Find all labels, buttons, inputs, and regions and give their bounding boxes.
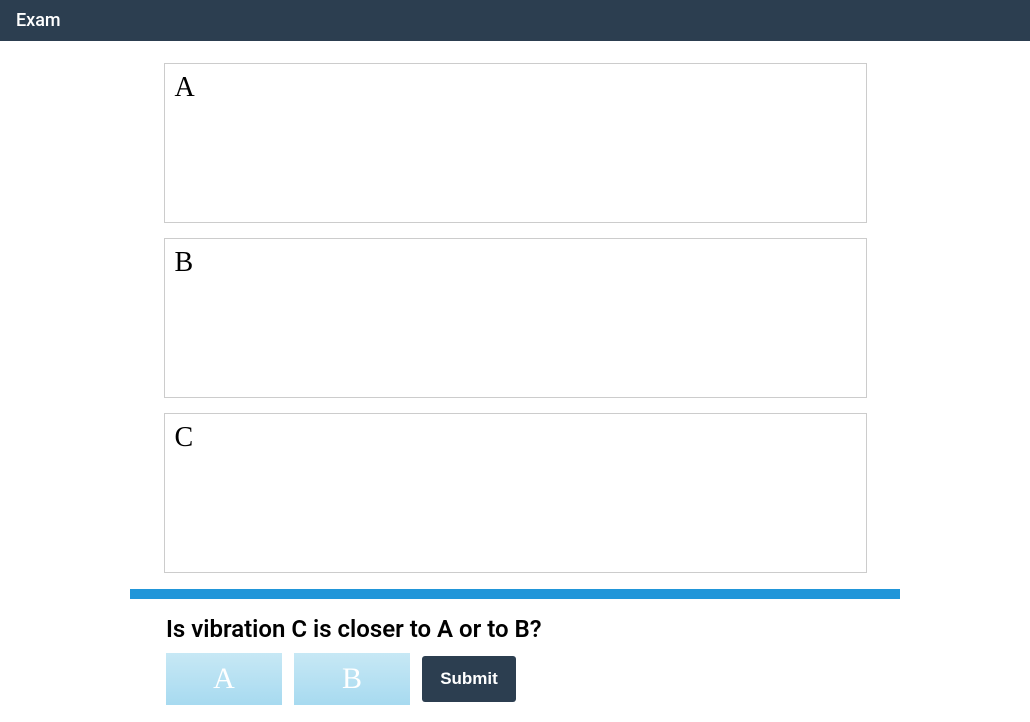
- panel-c-label: C: [175, 422, 856, 454]
- question-area: Is vibration C is closer to A or to B? A…: [130, 599, 900, 705]
- choice-b-button[interactable]: B: [294, 653, 410, 705]
- main-content: A B C Is vibration C is closer to A or t…: [0, 41, 1030, 705]
- question-text: Is vibration C is closer to A or to B?: [166, 615, 864, 643]
- section-divider: [130, 589, 900, 599]
- panel-a: A: [164, 63, 867, 223]
- choice-a-button[interactable]: A: [166, 653, 282, 705]
- panel-b-label: B: [175, 247, 856, 279]
- header-bar: Exam: [0, 0, 1030, 41]
- panel-a-label: A: [175, 72, 856, 104]
- panel-b: B: [164, 238, 867, 398]
- button-row: A B Submit: [166, 653, 864, 705]
- submit-button[interactable]: Submit: [422, 656, 516, 702]
- panel-c: C: [164, 413, 867, 573]
- header-title: Exam: [16, 10, 61, 31]
